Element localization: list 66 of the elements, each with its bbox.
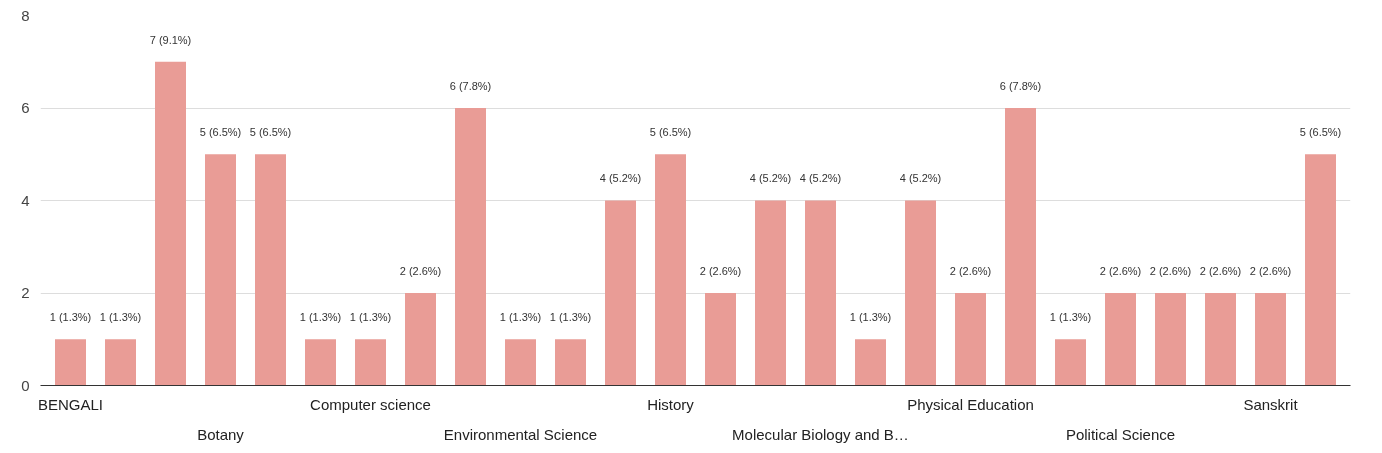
data-label: 1 (1.3%) — [849, 311, 892, 324]
bar — [455, 108, 486, 386]
x-tick-label: Physical Education — [907, 395, 1034, 413]
bar — [305, 339, 336, 386]
bar — [555, 339, 586, 386]
bar — [255, 154, 286, 386]
bar — [905, 200, 936, 386]
data-label: 2 (2.6%) — [949, 264, 992, 277]
data-label: 5 (6.5%) — [249, 126, 292, 139]
data-label: 2 (2.6%) — [1249, 264, 1292, 277]
data-label: 1 (1.3%) — [1049, 311, 1092, 324]
data-label: 4 (5.2%) — [599, 172, 642, 185]
data-label: 4 (5.2%) — [749, 172, 792, 185]
y-tick-label: 2 — [21, 284, 30, 301]
data-label: 7 (9.1%) — [149, 33, 192, 46]
bar — [1105, 293, 1136, 386]
x-tick-label: Molecular Biology and B… — [732, 425, 909, 443]
x-tick-label: Sanskrit — [1243, 395, 1299, 413]
x-tick-label: Environmental Science — [443, 425, 598, 443]
y-tick-label: 8 — [21, 6, 30, 24]
data-label: 5 (6.5%) — [199, 126, 242, 139]
data-label: 4 (5.2%) — [899, 172, 942, 185]
bar — [405, 293, 436, 386]
data-label: 2 (2.6%) — [1149, 264, 1192, 277]
bar — [1305, 154, 1336, 386]
bar — [1205, 293, 1236, 386]
bar — [55, 339, 86, 386]
data-label: 4 (5.2%) — [799, 172, 842, 185]
data-label: 6 (7.8%) — [999, 79, 1042, 92]
data-label: 1 (1.3%) — [499, 311, 542, 324]
data-label: 1 (1.3%) — [349, 311, 392, 324]
data-label: 6 (7.8%) — [449, 79, 492, 92]
data-label: 2 (2.6%) — [699, 264, 742, 277]
bar — [855, 339, 886, 386]
bar — [1155, 293, 1186, 386]
data-label: 5 (6.5%) — [1299, 126, 1342, 139]
data-label: 1 (1.3%) — [549, 311, 592, 324]
y-tick-label: 0 — [21, 376, 30, 394]
bar — [755, 200, 786, 386]
data-label: 2 (2.6%) — [1099, 264, 1142, 277]
bar — [155, 61, 186, 386]
data-label: 1 (1.3%) — [49, 311, 92, 324]
bar — [1055, 339, 1086, 386]
bar — [1005, 108, 1036, 386]
x-tick-label: Botany — [197, 425, 245, 443]
data-label: 1 (1.3%) — [299, 311, 342, 324]
bar — [205, 154, 236, 386]
y-tick-label: 6 — [21, 99, 30, 116]
bar — [505, 339, 536, 386]
bar — [955, 293, 986, 386]
x-tick-label: Political Science — [1065, 425, 1176, 443]
data-label: 5 (6.5%) — [649, 126, 692, 139]
data-label: 2 (2.6%) — [1199, 264, 1242, 277]
bar — [805, 200, 836, 386]
data-label: 2 (2.6%) — [399, 264, 442, 277]
x-tick-label: Computer science — [310, 395, 431, 413]
bar — [705, 293, 736, 386]
bar — [105, 339, 136, 386]
bar — [605, 200, 636, 386]
bar — [655, 154, 686, 386]
x-tick-label: History — [647, 395, 695, 413]
y-tick-label: 4 — [21, 191, 30, 209]
bar — [355, 339, 386, 386]
x-tick-label: BENGALI — [37, 395, 104, 413]
data-label: 1 (1.3%) — [99, 311, 142, 324]
bar — [1255, 293, 1286, 386]
